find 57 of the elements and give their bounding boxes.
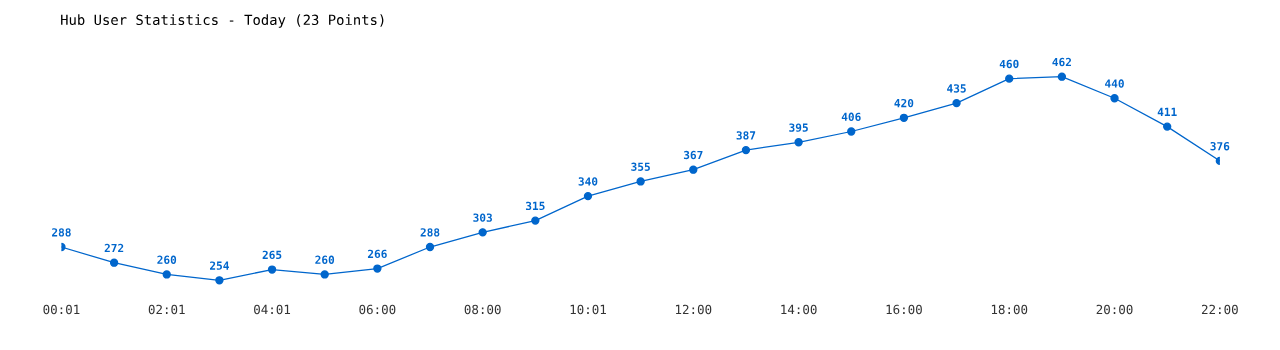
point	[794, 138, 803, 147]
data-label: 288	[52, 228, 71, 237]
point	[952, 98, 961, 108]
data-label: 355	[631, 162, 650, 171]
point	[531, 216, 540, 225]
data-label: 387	[736, 131, 756, 140]
point	[478, 228, 487, 237]
point	[847, 127, 856, 136]
point	[425, 242, 435, 252]
data-label: 315	[525, 201, 545, 211]
data-label: 260	[157, 255, 177, 264]
data-label: 288	[420, 228, 440, 237]
point	[320, 270, 329, 279]
point	[583, 191, 593, 201]
x-tick-label: 20:00	[1096, 304, 1133, 315]
point	[162, 270, 171, 279]
point	[1110, 94, 1119, 103]
x-tick-label: 22:00	[1201, 304, 1238, 315]
data-label: 266	[367, 249, 387, 259]
x-tick-label: 00:01	[43, 304, 80, 315]
point	[1163, 122, 1172, 131]
x-tick-label: 08:00	[464, 304, 501, 315]
data-label: 367	[683, 150, 703, 160]
data-label: 395	[789, 123, 808, 132]
data-label: 340	[578, 177, 598, 186]
data-label: 254	[209, 261, 229, 270]
data-label: 462	[1052, 57, 1071, 67]
data-label: 376	[1210, 141, 1230, 151]
point	[373, 264, 382, 273]
point	[636, 177, 645, 186]
x-tick-label: 04:01	[254, 304, 291, 315]
point	[109, 258, 119, 267]
data-label: 406	[841, 112, 861, 122]
data-label: 435	[947, 84, 966, 93]
point	[899, 113, 909, 122]
x-tick-label: 12:00	[675, 304, 712, 315]
x-tick-label: 02:01	[148, 304, 185, 315]
data-label: 460	[999, 59, 1019, 69]
point	[215, 276, 224, 285]
x-tick-label: 06:00	[359, 304, 396, 315]
x-tick-label: 18:00	[991, 304, 1028, 315]
data-label: 420	[894, 98, 914, 108]
x-tick-label: 16:00	[886, 304, 922, 315]
x-tick-label: 14:00	[781, 304, 817, 315]
point	[267, 265, 277, 274]
point	[1005, 74, 1014, 83]
data-label: 260	[315, 255, 335, 264]
point	[1057, 72, 1067, 81]
data-label: 303	[473, 213, 492, 222]
data-label: 440	[1105, 79, 1124, 88]
data-label: 272	[104, 243, 124, 253]
data-label: 411	[1157, 107, 1177, 116]
data-label: 265	[262, 250, 282, 260]
x-tick-label: 10:01	[570, 304, 606, 315]
chart-title: Hub User Statistics - Today (23 Points)	[61, 14, 384, 28]
point	[741, 145, 751, 155]
point	[689, 165, 698, 174]
